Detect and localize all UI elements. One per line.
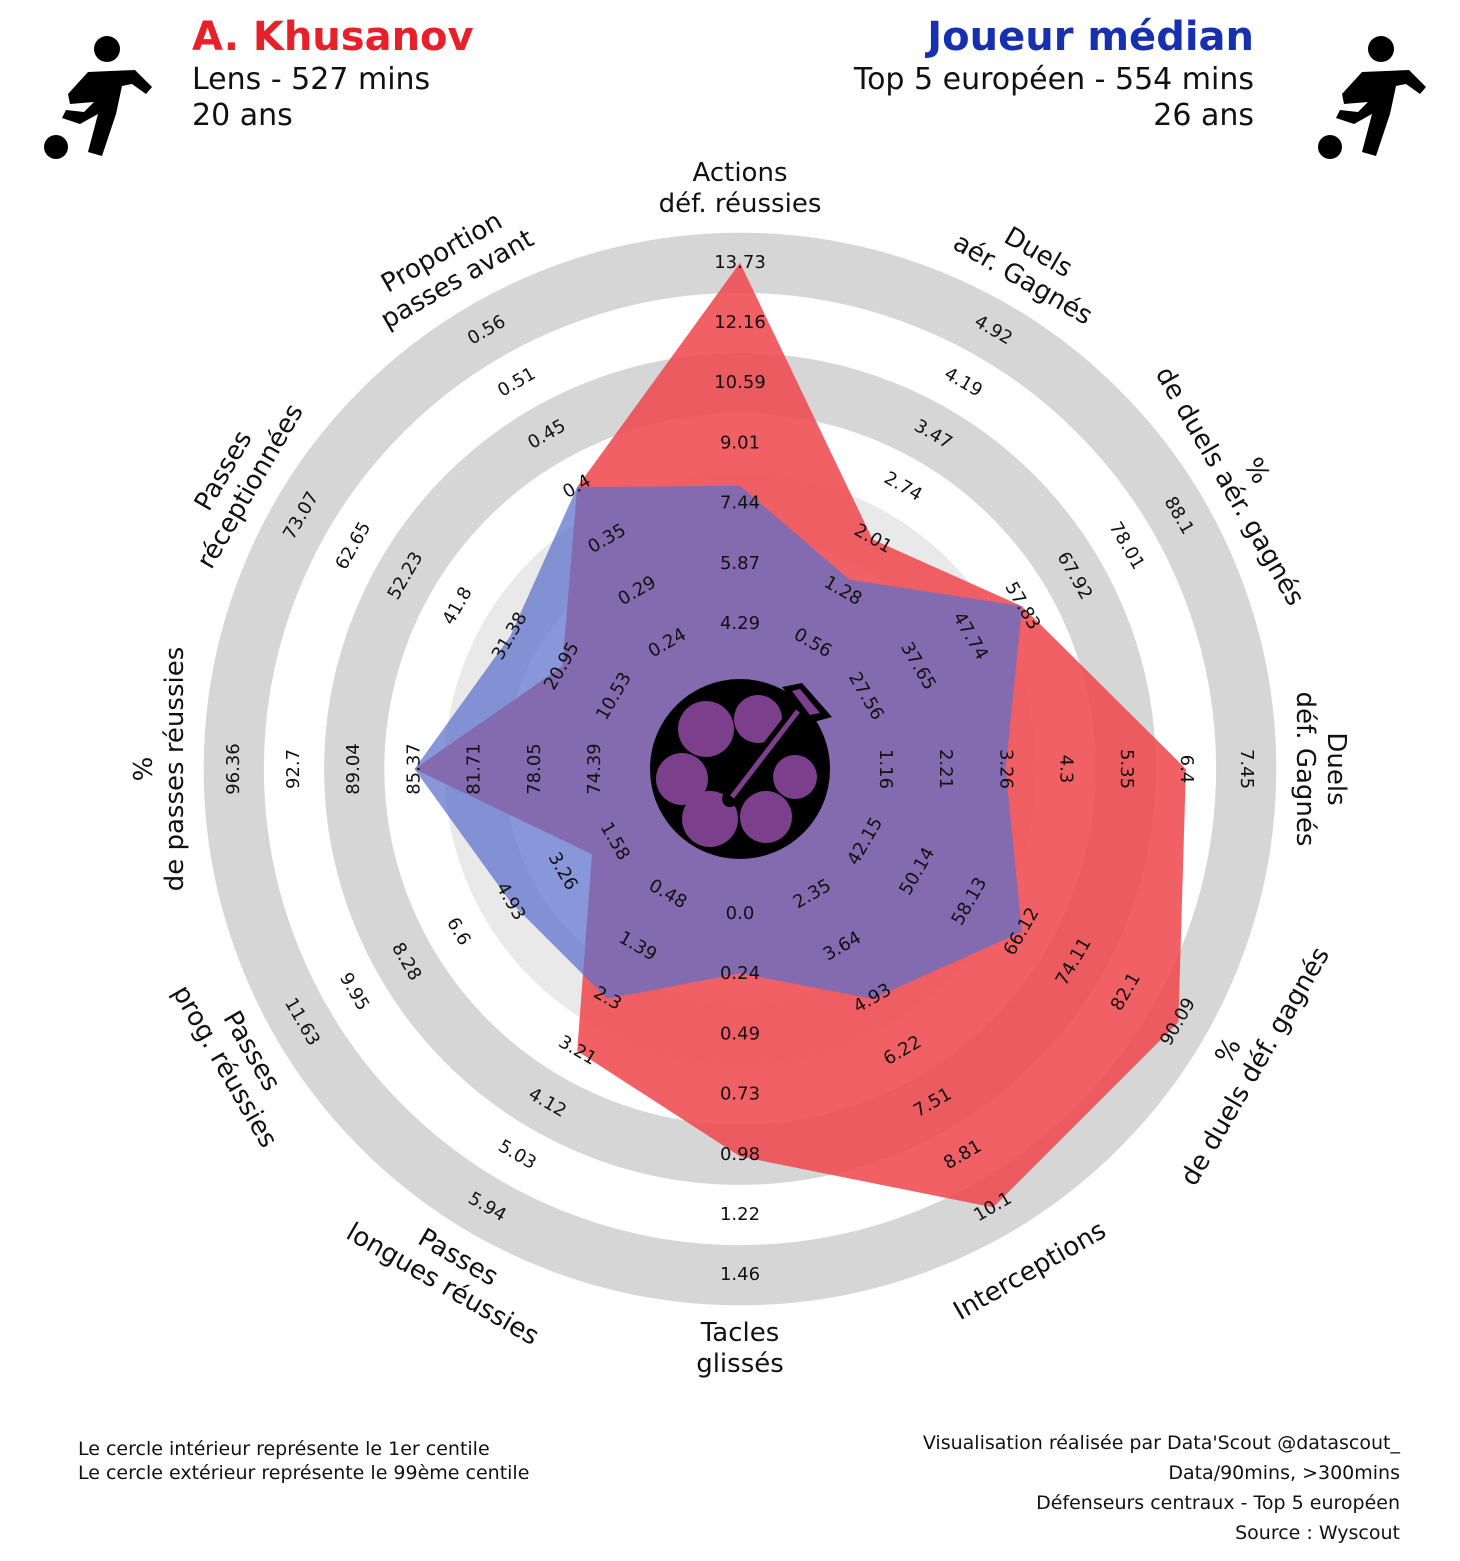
tick-label: 74.39 [584,743,605,795]
footballer-icon [1318,36,1426,159]
comparison-league-minutes: Top 5 européen - 554 mins [853,62,1254,97]
tick-label: 1.22 [720,1204,760,1225]
tick-label: 81.71 [464,743,485,795]
player-icon-wrap [40,32,160,162]
tick-label: 78.01 [1105,518,1149,573]
comparison-icon-wrap [1314,32,1434,162]
tick-label: 0.98 [720,1144,760,1165]
tick-label: 7.45 [1236,749,1257,789]
footer-source: Source : Wyscout [1235,1522,1400,1544]
footer-data-basis: Data/90mins, >300mins [1168,1462,1400,1484]
tick-label: 5.87 [720,553,760,574]
player-name: A. Khusanov [192,14,474,60]
player-club-minutes: Lens - 527 mins [192,62,431,97]
tick-label: 4.3 [1056,755,1077,784]
tick-label: 5.35 [1116,749,1137,789]
comparison-name: Joueur médian [927,14,1254,60]
axis-label-line: glissés [696,1349,784,1379]
tick-label: 1.46 [720,1264,760,1285]
comparison-age: 26 ans [1153,98,1254,133]
tick-label: 92.7 [283,749,304,789]
tick-label: 78.05 [524,743,545,795]
tick-label: 7.44 [720,493,760,514]
footer-note-inner: Le cercle intérieur représente le 1er ce… [78,1438,490,1460]
player-age: 20 ans [192,98,293,133]
tick-label: 4.29 [720,613,760,634]
axis-label-line: déf. Gagnés [1290,692,1320,847]
club-crest-arrow-icon [650,679,832,859]
tick-label: 2.74 [880,467,925,505]
tick-label: 13.73 [714,252,766,273]
tick-label: 62.65 [331,518,375,573]
axis-label-line: Duels [1321,732,1351,805]
tick-label: 3.26 [995,749,1016,789]
axis-label: % de passes réussies [129,647,190,892]
footballer-icon [44,36,152,159]
tick-label: 6.4 [1176,755,1197,784]
tick-label: 0.73 [720,1084,760,1105]
tick-label: 0.51 [494,363,539,401]
tick-label: 10.59 [714,372,766,393]
axis-label-line: de passes réussies [160,647,190,892]
tick-label: 0.49 [720,1023,760,1044]
tick-label: 0.24 [720,963,760,984]
tick-label: 9.95 [335,969,373,1014]
tick-label: 12.16 [714,312,766,333]
tick-label: 9.01 [720,432,760,453]
tick-label: 1.16 [875,749,896,789]
tick-label: 96.36 [223,743,244,795]
axis-label-line: % [129,757,159,782]
tick-label: 4.19 [941,363,986,401]
footer-population: Défenseurs centraux - Top 5 européen [1036,1492,1400,1514]
axis-label-line: déf. réussies [659,189,822,219]
tick-label: 41.8 [438,583,476,628]
footer-credit: Visualisation réalisée par Data'Scout @d… [922,1432,1400,1454]
tick-label: 0.0 [726,903,755,924]
axis-label-line: Tacles [700,1318,780,1348]
tick-label: 89.04 [343,743,364,795]
tick-label: 2.21 [935,749,956,789]
footer-note-outer: Le cercle extérieur représente le 99ème … [78,1462,530,1484]
tick-label: 5.03 [495,1136,540,1174]
axis-label-line: Actions [693,158,788,188]
tick-label: 85.37 [403,743,424,795]
tick-label: 6.6 [442,914,475,949]
